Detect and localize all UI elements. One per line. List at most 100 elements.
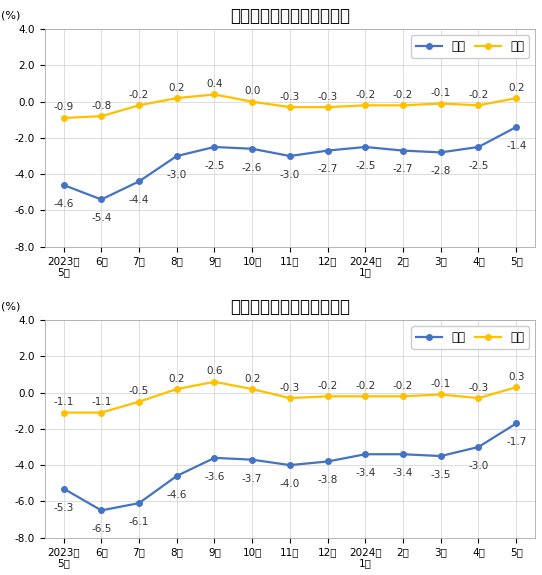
Text: -0.3: -0.3 <box>318 91 338 102</box>
Text: 0.2: 0.2 <box>169 83 185 93</box>
Text: -0.1: -0.1 <box>431 88 451 98</box>
环比 <box>362 393 369 400</box>
环比 <box>400 393 406 400</box>
Text: -1.7: -1.7 <box>506 438 526 447</box>
同比 <box>136 178 143 185</box>
Text: 0.2: 0.2 <box>508 83 525 93</box>
Text: -6.5: -6.5 <box>91 524 112 534</box>
同比 <box>362 144 369 151</box>
Text: -0.1: -0.1 <box>431 379 451 389</box>
环比 <box>173 95 180 102</box>
同比 <box>513 420 519 427</box>
Text: -0.2: -0.2 <box>355 90 376 100</box>
同比 <box>249 456 255 463</box>
环比 <box>324 393 331 400</box>
环比 <box>98 113 105 120</box>
Text: -2.5: -2.5 <box>204 161 224 171</box>
Text: -3.4: -3.4 <box>355 468 376 478</box>
Text: -2.6: -2.6 <box>242 163 262 172</box>
Text: -2.7: -2.7 <box>393 164 413 174</box>
同比 <box>287 462 293 469</box>
Text: -3.5: -3.5 <box>430 470 451 480</box>
同比 <box>173 152 180 159</box>
Text: 0.2: 0.2 <box>244 374 261 384</box>
同比 <box>324 147 331 154</box>
同比 <box>173 473 180 480</box>
同比 <box>513 124 519 131</box>
同比 <box>475 144 482 151</box>
Line: 环比: 环比 <box>61 91 519 121</box>
Text: (%): (%) <box>1 301 20 312</box>
Text: -2.8: -2.8 <box>430 166 451 177</box>
Text: -5.4: -5.4 <box>91 213 112 223</box>
Text: -0.9: -0.9 <box>54 102 74 113</box>
Text: -2.5: -2.5 <box>355 161 376 171</box>
环比 <box>324 104 331 110</box>
Line: 环比: 环比 <box>61 379 519 415</box>
环比 <box>98 409 105 416</box>
环比 <box>173 386 180 393</box>
Text: -0.2: -0.2 <box>393 90 413 100</box>
环比 <box>287 394 293 401</box>
Text: -3.0: -3.0 <box>166 170 187 180</box>
同比 <box>400 147 406 154</box>
Text: -1.4: -1.4 <box>506 141 526 151</box>
同比 <box>324 458 331 465</box>
Text: -0.3: -0.3 <box>468 382 488 393</box>
Text: -0.3: -0.3 <box>280 382 300 393</box>
同比 <box>437 149 444 156</box>
环比 <box>249 386 255 393</box>
Text: -4.6: -4.6 <box>166 490 187 500</box>
环比 <box>400 102 406 109</box>
Line: 同比: 同比 <box>61 421 519 513</box>
Text: -0.2: -0.2 <box>393 381 413 391</box>
Text: 0.3: 0.3 <box>508 371 525 382</box>
Text: -0.2: -0.2 <box>318 381 338 391</box>
同比 <box>362 451 369 458</box>
Text: -0.2: -0.2 <box>129 90 149 100</box>
同比 <box>287 152 293 159</box>
同比 <box>98 507 105 514</box>
同比 <box>136 500 143 507</box>
同比 <box>249 145 255 152</box>
环比 <box>475 102 482 109</box>
Text: -0.2: -0.2 <box>355 381 376 391</box>
环比 <box>437 391 444 398</box>
环比 <box>513 95 519 102</box>
Text: -2.7: -2.7 <box>318 164 338 174</box>
同比 <box>98 196 105 203</box>
Text: -3.0: -3.0 <box>468 461 488 471</box>
同比 <box>400 451 406 458</box>
环比 <box>249 98 255 105</box>
Text: 0.4: 0.4 <box>206 79 223 89</box>
Text: -1.1: -1.1 <box>54 397 74 407</box>
Text: -4.4: -4.4 <box>129 196 149 205</box>
环比 <box>475 394 482 401</box>
环比 <box>136 102 143 109</box>
环比 <box>211 378 218 385</box>
同比 <box>211 144 218 151</box>
Text: -2.5: -2.5 <box>468 161 489 171</box>
Legend: 同比, 环比: 同比, 环比 <box>411 35 529 58</box>
Text: -6.1: -6.1 <box>129 517 149 527</box>
Legend: 同比, 环比: 同比, 环比 <box>411 326 529 348</box>
Text: -3.7: -3.7 <box>242 474 262 484</box>
环比 <box>136 398 143 405</box>
Text: -0.3: -0.3 <box>280 91 300 102</box>
Text: -0.2: -0.2 <box>468 90 488 100</box>
Text: -4.6: -4.6 <box>54 199 74 209</box>
Title: 工业生产者出厂价格涨跌幅: 工业生产者出厂价格涨跌幅 <box>230 7 350 25</box>
Text: -3.0: -3.0 <box>280 170 300 180</box>
Text: -5.3: -5.3 <box>54 503 74 512</box>
Line: 同比: 同比 <box>61 124 519 202</box>
环比 <box>60 114 67 121</box>
Text: -3.6: -3.6 <box>204 472 224 482</box>
Text: -0.8: -0.8 <box>91 101 112 110</box>
Text: -4.0: -4.0 <box>280 479 300 489</box>
同比 <box>60 485 67 492</box>
环比 <box>513 384 519 390</box>
Text: 0.2: 0.2 <box>169 374 185 384</box>
Text: 0.6: 0.6 <box>206 366 223 376</box>
Title: 工业生产者购进价格涨跌幅: 工业生产者购进价格涨跌幅 <box>230 298 350 316</box>
同比 <box>60 182 67 189</box>
